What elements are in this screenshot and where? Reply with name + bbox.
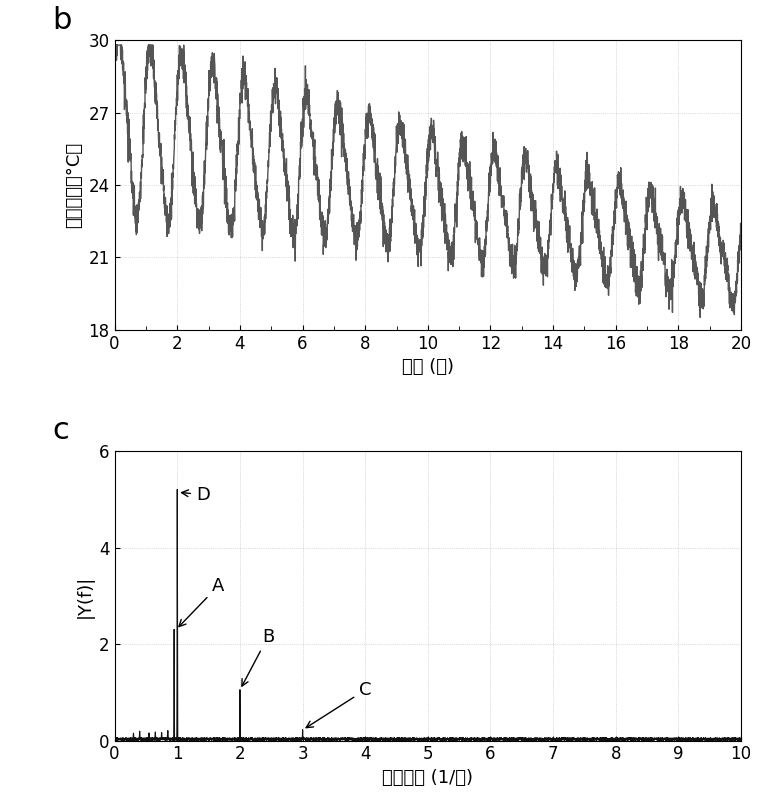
Y-axis label: |Y(f)|: |Y(f)|	[76, 574, 93, 617]
Text: A: A	[179, 577, 224, 626]
Text: b: b	[52, 6, 71, 35]
X-axis label: 时间 (天): 时间 (天)	[402, 358, 454, 376]
Text: C: C	[306, 681, 371, 728]
Text: D: D	[182, 485, 210, 504]
Text: c: c	[52, 416, 69, 445]
X-axis label: 等效频率 (1/天): 等效频率 (1/天)	[382, 769, 474, 787]
Text: B: B	[242, 628, 274, 686]
Y-axis label: 环境温度（°C）: 环境温度（°C）	[65, 142, 83, 228]
